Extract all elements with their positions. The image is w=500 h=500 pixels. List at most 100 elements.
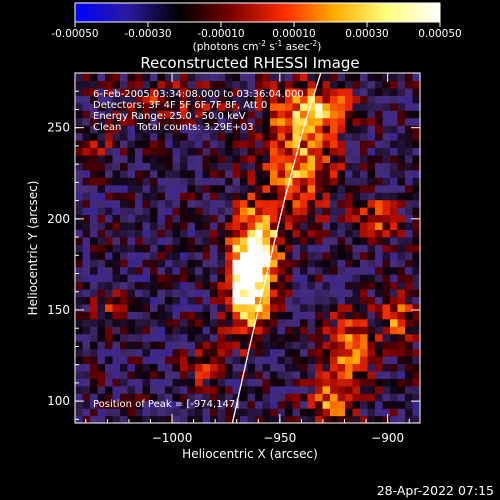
heatmap-cell — [127, 229, 136, 238]
heatmap-cell — [225, 162, 234, 171]
heatmap-cell — [397, 102, 406, 111]
heatmap-cell — [360, 132, 369, 141]
heatmap-cell — [405, 311, 414, 320]
heatmap-cell — [322, 251, 331, 260]
heatmap-cell — [90, 80, 99, 89]
heatmap-cell — [75, 363, 84, 372]
heatmap-cell — [232, 73, 241, 82]
heatmap-cell — [232, 117, 241, 126]
heatmap-cell — [217, 266, 226, 275]
heatmap-cell — [202, 281, 211, 290]
heatmap-cell — [262, 87, 271, 96]
heatmap-cell — [240, 125, 249, 134]
heatmap-cell — [90, 229, 99, 238]
heatmap-cell — [240, 385, 249, 394]
heatmap-cell — [120, 326, 129, 335]
heatmap-cell — [262, 400, 271, 409]
heatmap-cell — [315, 311, 324, 320]
heatmap-cell — [375, 229, 384, 238]
heatmap-cell — [322, 355, 331, 365]
heatmap-cell — [300, 95, 309, 104]
heatmap-cell — [105, 73, 114, 82]
heatmap-cell — [330, 177, 339, 186]
heatmap-cell — [255, 192, 264, 201]
heatmap-cell — [82, 199, 91, 208]
heatmap-cell — [315, 266, 324, 275]
heatmap-cell — [397, 199, 406, 208]
heatmap-cell — [277, 236, 286, 245]
heatmap-cell — [120, 393, 129, 402]
heatmap-cell — [412, 259, 421, 268]
heatmap-cell — [337, 274, 346, 283]
heatmap-cell — [180, 236, 189, 245]
heatmap-cell — [292, 199, 301, 208]
heatmap-cell — [210, 110, 219, 119]
heatmap-cell — [330, 73, 339, 82]
colorbar-gradient — [74, 2, 441, 23]
heatmap-cell — [172, 147, 181, 156]
heatmap-cell — [232, 378, 241, 387]
heatmap-cell — [105, 288, 114, 298]
heatmap-cell — [150, 251, 159, 260]
heatmap-cell — [157, 341, 166, 350]
heatmap-cell — [330, 266, 339, 275]
heatmap-cell — [352, 318, 361, 327]
heatmap-cell — [142, 132, 151, 141]
heatmap-cell — [105, 303, 114, 312]
heatmap-cell — [255, 311, 264, 320]
heatmap-cell — [225, 177, 234, 186]
heatmap-cell — [180, 281, 189, 290]
heatmap-cell — [105, 162, 114, 171]
heatmap-cell — [105, 385, 114, 394]
heatmap-cell — [127, 221, 136, 230]
chart-title: Reconstructed RHESSI Image — [140, 54, 359, 72]
heatmap-cell — [165, 207, 174, 216]
heatmap-cell — [277, 169, 286, 178]
heatmap-cell — [120, 311, 129, 320]
heatmap-cell — [120, 408, 129, 417]
heatmap-cell — [217, 333, 226, 342]
heatmap-cell — [127, 236, 136, 245]
heatmap-cell — [180, 154, 189, 163]
heatmap-cell — [412, 311, 421, 320]
heatmap-cell — [382, 125, 391, 134]
heatmap-cell — [97, 333, 106, 342]
heatmap-cell — [135, 311, 144, 320]
heatmap-cell — [225, 318, 234, 327]
heatmap-cell — [75, 341, 84, 350]
heatmap-cell — [405, 400, 414, 409]
heatmap-cell — [120, 169, 129, 178]
heatmap-cell — [165, 281, 174, 290]
heatmap-cell — [82, 162, 91, 171]
heatmap-cell — [165, 385, 174, 394]
heatmap-cell — [307, 370, 316, 379]
heatmap-cell — [150, 259, 159, 268]
colorbar-tick-label: -0.00030 — [124, 28, 171, 40]
heatmap-cell — [187, 318, 196, 327]
heatmap-cell — [300, 132, 309, 141]
heatmap-cell — [330, 318, 339, 327]
heatmap-cell — [105, 132, 114, 141]
heatmap-cell — [202, 229, 211, 238]
heatmap-cell — [165, 132, 174, 141]
heatmap-cell — [352, 408, 361, 417]
heatmap-cell — [240, 355, 249, 365]
heatmap-cell — [307, 147, 316, 156]
heatmap-cell — [270, 281, 279, 290]
heatmap-cell — [187, 274, 196, 283]
heatmap-cell — [180, 393, 189, 402]
heatmap-cell — [397, 132, 406, 141]
heatmap-cell — [292, 169, 301, 178]
annotation-block: 6-Feb-2005 03:34:08.000 to 03:36:04.000D… — [93, 89, 304, 133]
heatmap-cell — [195, 221, 204, 230]
heatmap-cell — [90, 288, 99, 298]
heatmap-cell — [82, 73, 91, 82]
heatmap-cell — [180, 80, 189, 89]
heatmap-cell — [390, 244, 399, 253]
heatmap-cell — [360, 87, 369, 96]
heatmap-cell — [262, 199, 271, 208]
heatmap-cell — [307, 199, 316, 208]
heatmap-cell — [375, 363, 384, 372]
heatmap-cell — [315, 221, 324, 230]
heatmap-cell — [390, 274, 399, 283]
